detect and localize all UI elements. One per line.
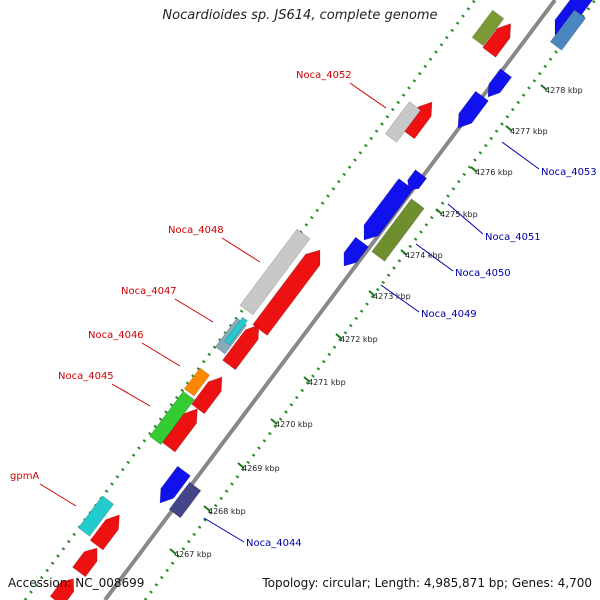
tick-label: 4273 kbp <box>373 292 411 301</box>
tick-mark <box>303 376 311 383</box>
tick-mark <box>203 505 211 512</box>
block-cyan-gpma <box>77 495 115 537</box>
gene-label: Noca_4051 <box>485 232 541 243</box>
gene-label: Noca_4044 <box>246 538 302 549</box>
tick-label: 4278 kbp <box>545 86 583 95</box>
cds-arrow-noca-4053-a <box>457 90 489 129</box>
gene-label: Noca_4045 <box>58 371 114 382</box>
tick-label: 4276 kbp <box>475 168 513 177</box>
tick-mark <box>335 333 343 340</box>
tick-mark <box>368 290 376 297</box>
cds-arrow-noca-4051-c <box>407 169 428 191</box>
cds-arrow-noca-4053-b <box>487 68 513 98</box>
cds-arrow-red-edge <box>49 578 75 600</box>
features-layer <box>49 0 593 600</box>
gene-leader-line <box>415 243 454 272</box>
gene-label: gpmA <box>10 471 39 482</box>
gene-leader-line <box>221 237 261 263</box>
cds-arrow-noca-4046 <box>191 376 223 415</box>
gene-leader-line <box>39 483 77 507</box>
tick-label: 4271 kbp <box>308 378 346 387</box>
tick-label: 4270 kbp <box>275 420 313 429</box>
gene-label: Noca_4052 <box>296 70 352 81</box>
ticks-layer: 4267 kbp 4268 kbp 4269 kbp 4270 kbp 4271 kbp… <box>169 84 583 559</box>
tick-label: 4269 kbp <box>242 464 280 473</box>
block-indigo-noca-4044 <box>168 481 202 519</box>
tick-label: 4275 kbp <box>440 210 478 219</box>
block-cyan-noca-4047 <box>224 316 248 346</box>
cds-arrow-red-lower <box>72 547 98 578</box>
gene-leader-line <box>447 203 484 235</box>
cds-arrow-noca-4047 <box>222 324 260 371</box>
gene-label: Noca_4049 <box>421 309 477 320</box>
gene-leader-line <box>174 298 214 323</box>
gene-label: Noca_4048 <box>168 225 224 236</box>
tick-label: 4274 kbp <box>405 251 443 260</box>
gene-leader-line <box>141 342 181 367</box>
tick-label: 4267 kbp <box>174 550 212 559</box>
gene-leader-line <box>111 383 151 407</box>
tick-mark <box>435 208 443 215</box>
genome-title: Nocardioides sp. JS614, complete genome <box>162 8 438 23</box>
tick-mark <box>470 166 478 173</box>
tick-mark <box>237 462 245 469</box>
gene-label: Noca_4046 <box>88 330 144 341</box>
block-olive-top <box>471 9 505 47</box>
cds-arrow-noca-4044 <box>159 465 191 504</box>
cds-arrow-noca-4051-b <box>343 236 369 267</box>
labels-layer: gpmA Noca_4045 Noca_4046 Noca_4047 Noca_4048… <box>10 70 597 549</box>
tick-mark <box>505 125 513 132</box>
cds-arrow-gpma <box>89 514 120 551</box>
gene-leader-line <box>380 284 420 313</box>
tick-mark <box>270 418 278 425</box>
cds-arrow-noca-4048 <box>252 249 321 336</box>
tick-mark <box>400 249 408 256</box>
tick-mark <box>169 548 177 555</box>
gene-leader-line <box>501 141 540 170</box>
tick-label: 4268 kbp <box>208 507 246 516</box>
block-olive-noca-4050 <box>371 198 425 262</box>
gene-label: Noca_4047 <box>121 286 177 297</box>
gene-label: Noca_4053 <box>541 167 597 178</box>
topology-summary: Topology: circular; Length: 4,985,871 bp… <box>262 576 592 590</box>
gene-leader-line <box>349 82 387 109</box>
block-steelblue-top <box>549 9 587 51</box>
accession-text: Accession: NC_008699 <box>8 576 145 590</box>
block-orange-noca-4046 <box>183 367 211 397</box>
tick-mark <box>540 84 548 91</box>
tracks-layer <box>23 0 597 600</box>
block-gray-noca-4052 <box>384 101 422 143</box>
gene-leader-line <box>203 517 245 543</box>
cds-arrow-red-top <box>482 23 512 58</box>
tick-label: 4272 kbp <box>340 335 378 344</box>
gene-label: Noca_4050 <box>455 268 511 279</box>
block-green-noca-4045 <box>149 390 195 446</box>
block-gray-noca-4048 <box>239 228 311 316</box>
tick-label: 4277 kbp <box>510 127 548 136</box>
